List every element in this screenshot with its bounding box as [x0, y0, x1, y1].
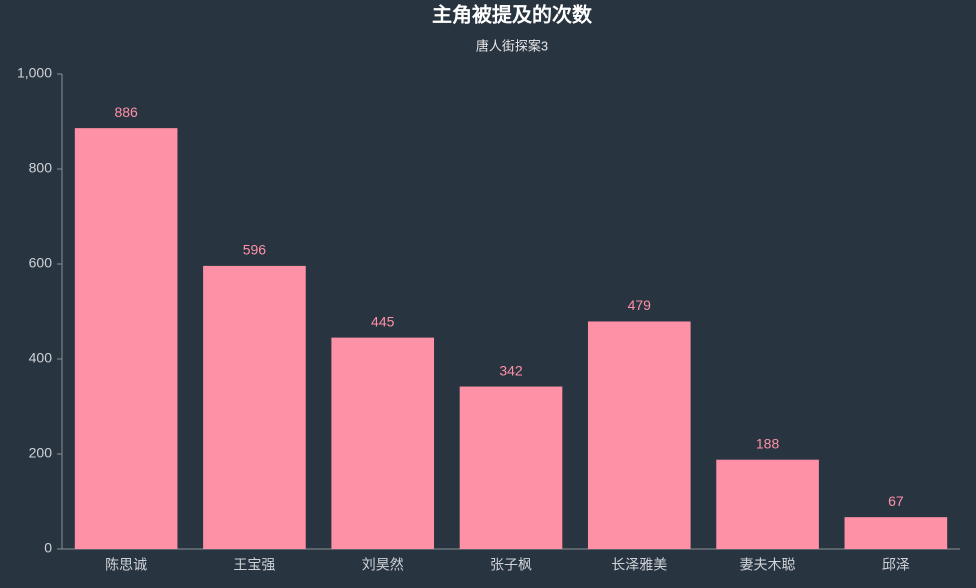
value-label: 445 [371, 313, 395, 329]
value-label: 596 [243, 242, 267, 258]
bar [331, 337, 435, 549]
x-tick-label: 刘昊然 [362, 557, 404, 573]
chart-title: 主角被提及的次数 [432, 2, 593, 26]
y-tick-label: 800 [29, 160, 53, 176]
bar [74, 128, 178, 549]
bar [203, 265, 306, 549]
x-tick-label: 邱泽 [882, 557, 910, 573]
bar [716, 459, 819, 549]
y-tick-label: 0 [44, 540, 52, 556]
x-tick-label: 陈思诚 [105, 557, 147, 573]
chart-subtitle: 唐人街探案3 [476, 38, 548, 53]
x-tick-label: 妻夫木聪 [740, 557, 796, 573]
value-label: 67 [888, 493, 904, 509]
bar [844, 517, 948, 549]
x-tick-label: 张子枫 [490, 557, 532, 573]
y-tick-label: 400 [29, 350, 53, 366]
y-tick-label: 200 [29, 445, 53, 461]
value-label: 188 [756, 435, 780, 451]
bar [587, 321, 691, 549]
value-label: 886 [114, 104, 138, 120]
x-tick-label: 长泽雅美 [611, 557, 667, 573]
value-label: 479 [628, 297, 652, 313]
x-tick-label: 王宝强 [233, 557, 275, 573]
bar [459, 386, 563, 549]
y-tick-label: 600 [29, 255, 53, 271]
value-label: 342 [499, 362, 523, 378]
y-tick-label: 1,000 [17, 65, 52, 81]
